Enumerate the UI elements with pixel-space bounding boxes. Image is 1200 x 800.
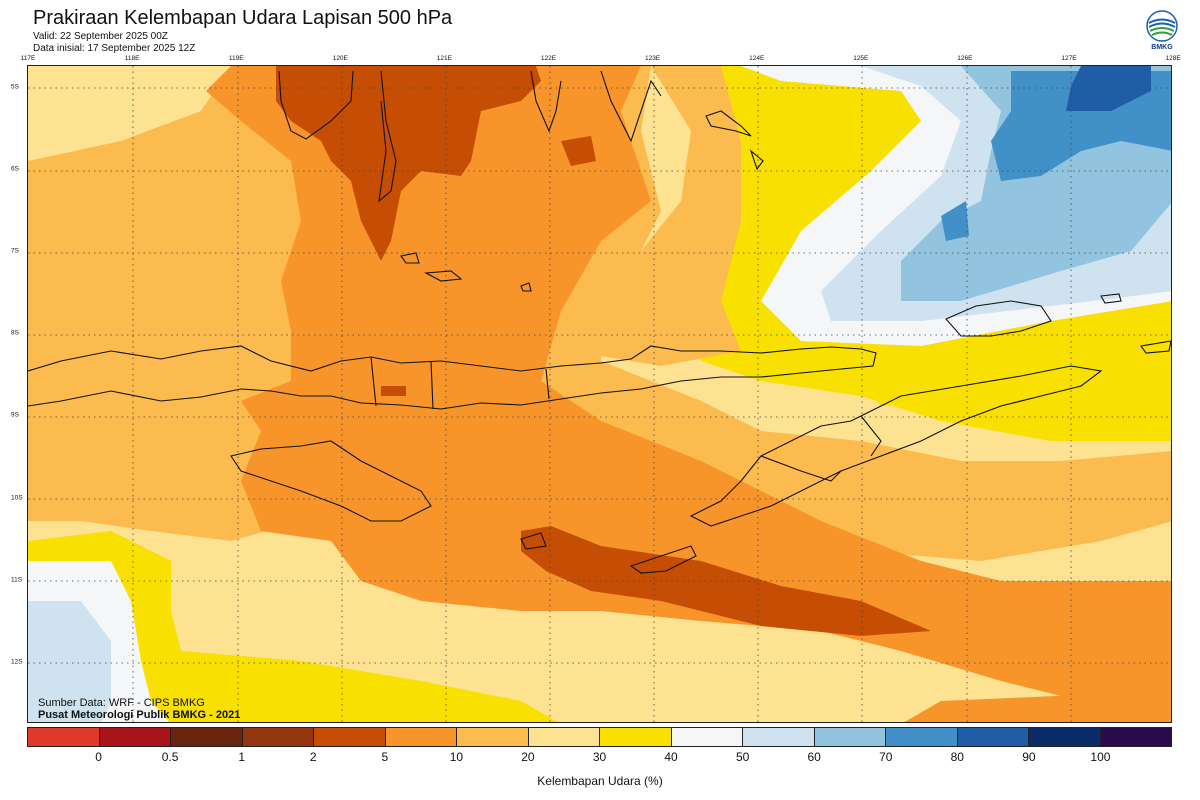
colorbar-tick-label: 1 [238, 750, 246, 764]
colorbar-tick-label: 100 [1090, 750, 1111, 764]
colorbar-tick-label: 60 [807, 750, 821, 764]
colorbar-segment [457, 728, 529, 746]
lon-label: 127E [1061, 55, 1077, 62]
colorbar-segment [814, 728, 886, 746]
colorbar-segment [28, 728, 100, 746]
colorbar-segment [242, 728, 314, 746]
colorbar-tick-label: 30 [592, 750, 607, 764]
lon-label: 123E [645, 55, 661, 62]
lat-label: 9S [11, 411, 19, 419]
lat-label: 8S [11, 329, 19, 337]
colorbar-segment [1029, 728, 1101, 746]
colorbar [27, 727, 1172, 747]
colorbar-segment [171, 728, 243, 746]
lon-label: 119E [228, 55, 244, 62]
lon-label: 117E [20, 55, 36, 62]
colorbar-title: Kelembapan Udara (%) [537, 774, 663, 788]
colorbar-segment [886, 728, 958, 746]
colorbar-segment [314, 728, 386, 746]
bmkg-logo: BMKG [1146, 10, 1178, 56]
colorbar-tick-label: 0 [95, 750, 102, 764]
lat-label: 6S [11, 165, 19, 173]
lat-label: 5S [11, 83, 19, 91]
colorbar-tick-label: 20 [521, 750, 535, 764]
colorbar-segment [1100, 728, 1171, 746]
lat-label: 12S [11, 658, 23, 666]
colorbar-segment [528, 728, 600, 746]
lon-label: 122E [540, 55, 557, 62]
lat-label: 7S [11, 247, 19, 255]
colorbar-segment [600, 728, 672, 746]
map-title: Prakiraan Kelembapan Udara Lapisan 500 h… [33, 7, 453, 29]
lon-label: 125E [853, 55, 869, 62]
lon-label: 118E [124, 55, 140, 62]
valid-time: Valid: 22 September 2025 00Z [33, 31, 168, 42]
data-credit: Pusat Meteorologi Publik BMKG - 2021 [38, 709, 241, 721]
lon-label: 124E [749, 55, 765, 62]
colorbar-segment [385, 728, 457, 746]
colorbar-tick-label: 0.5 [161, 750, 179, 764]
coastlines [28, 70, 1171, 574]
colorbar-tick-label: 90 [1022, 750, 1036, 764]
lat-label: 11S [11, 576, 23, 584]
lat-label: 10S [11, 494, 23, 501]
humidity-map [27, 65, 1172, 723]
lon-label: 121E [436, 55, 452, 62]
colorbar-tick-label: 40 [664, 750, 678, 764]
colorbar-tick-label: 5 [381, 750, 389, 764]
lon-label: 128E [1165, 55, 1181, 62]
bmkg-logo-icon [1146, 10, 1178, 42]
colorbar-tick-label: 80 [950, 750, 964, 764]
colorbar-tick-label: 2 [309, 750, 317, 764]
colorbar-segment [99, 728, 171, 746]
lon-label: 126E [957, 55, 973, 62]
logo-text: BMKG [1151, 44, 1173, 51]
colorbar-tick-label: 70 [879, 750, 893, 764]
colorbar-segment [743, 728, 815, 746]
lon-label: 120E [332, 55, 348, 62]
colorbar-tick-label: 50 [735, 750, 750, 764]
colorbar-segment [957, 728, 1029, 746]
init-time: Data inisial: 17 September 2025 12Z [33, 43, 196, 54]
humidity-field [28, 66, 1171, 722]
data-source: Sumber Data: WRF - CIPS BMKG [38, 697, 205, 709]
grid-lines [28, 66, 1171, 722]
colorbar-tick-label: 10 [449, 750, 464, 764]
colorbar-segment [671, 728, 743, 746]
